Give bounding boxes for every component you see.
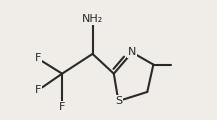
Text: F: F [35,54,41,63]
Text: NH₂: NH₂ [82,14,103,24]
Text: S: S [115,96,122,106]
Text: F: F [59,102,65,112]
Text: N: N [128,47,136,57]
Text: F: F [35,85,41,95]
